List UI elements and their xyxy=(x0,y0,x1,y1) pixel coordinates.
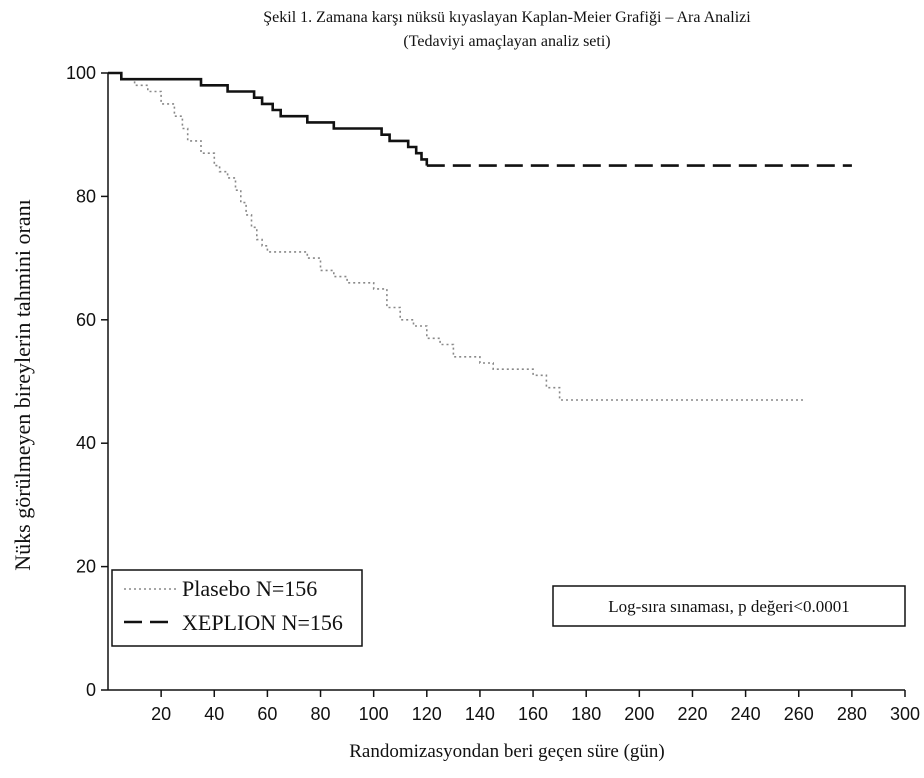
y-tick-label: 40 xyxy=(76,433,96,453)
y-tick-label: 20 xyxy=(76,557,96,577)
chart-title: Şekil 1. Zamana karşı nüksü kıyaslayan K… xyxy=(263,9,751,26)
x-tick-label: 20 xyxy=(151,704,171,724)
x-tick-label: 60 xyxy=(257,704,277,724)
legend-label-plasebo: Plasebo N=156 xyxy=(182,576,317,601)
x-tick-label: 300 xyxy=(890,704,920,724)
x-axis-label: Randomizasyondan beri geçen süre (gün) xyxy=(349,741,665,762)
annotation-text: Log-sıra sınaması, p değeri<0.0001 xyxy=(608,597,849,616)
y-axis-label: Nüks görülmeyen bireylerin tahmini oranı xyxy=(10,199,35,570)
y-tick-label: 100 xyxy=(66,63,96,83)
x-tick-label: 240 xyxy=(731,704,761,724)
x-tick-label: 260 xyxy=(784,704,814,724)
x-tick-label: 100 xyxy=(359,704,389,724)
x-axis-ticks: 20 40 60 80 100 120 140 160 180 200 220 240 260 280 30… xyxy=(151,690,920,724)
legend-box xyxy=(111,569,363,647)
x-tick-label: 40 xyxy=(204,704,224,724)
y-tick-label: 0 xyxy=(86,680,96,700)
y-axis-ticks: 0 20 40 60 80 100 xyxy=(66,63,108,700)
legend-label-xeplion: XEPLION N=156 xyxy=(182,610,343,635)
y-tick-label: 80 xyxy=(76,186,96,206)
x-tick-label: 200 xyxy=(624,704,654,724)
series-group xyxy=(108,71,852,401)
y-tick-label: 60 xyxy=(76,310,96,330)
legend: Plasebo N=156 XEPLION N=156 xyxy=(111,569,363,647)
x-tick-label: 80 xyxy=(311,704,331,724)
x-tick-label: 120 xyxy=(412,704,442,724)
series-line-plasebo xyxy=(108,72,804,401)
x-tick-label: 160 xyxy=(518,704,548,724)
log-rank-annotation: Log-sıra sınaması, p değeri<0.0001 xyxy=(552,585,906,627)
series-line-xeplion xyxy=(108,71,429,166)
annotation-box xyxy=(552,585,906,627)
x-tick-label: 280 xyxy=(837,704,867,724)
x-tick-label: 180 xyxy=(571,704,601,724)
x-tick-label: 220 xyxy=(677,704,707,724)
chart-subtitle: (Tedaviyi amaçlayan analiz seti) xyxy=(403,33,610,50)
x-tick-label: 140 xyxy=(465,704,495,724)
plot-axes xyxy=(107,73,905,691)
